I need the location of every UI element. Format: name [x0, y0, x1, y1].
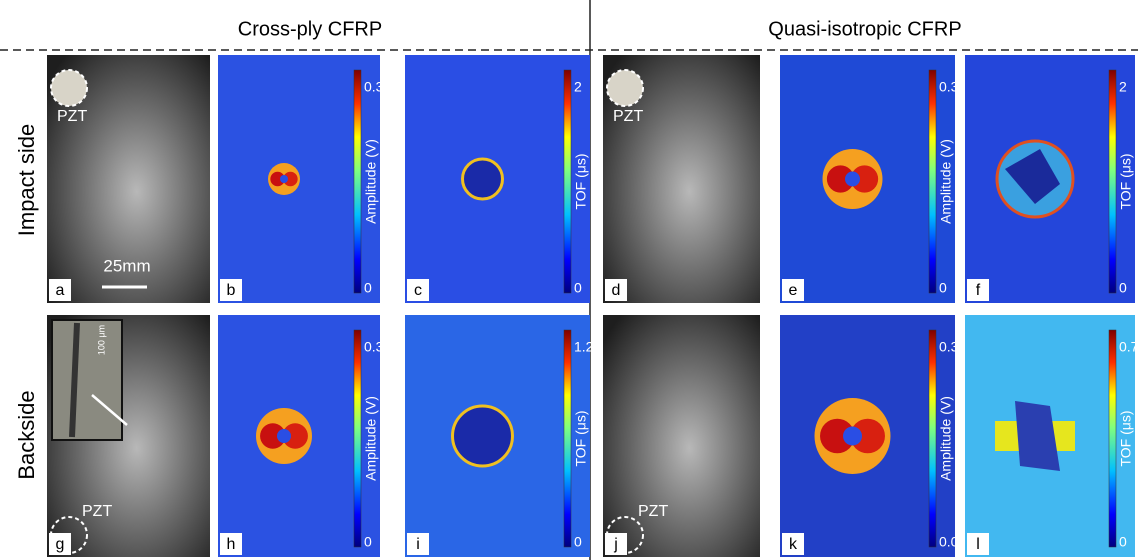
damage — [277, 429, 291, 443]
scale-label: 25mm — [103, 256, 150, 275]
row-title: Backside — [14, 390, 39, 479]
pzt-label: PZT — [57, 108, 87, 125]
panel-letter: h — [227, 536, 236, 553]
panel: 2 0 TOF (μs) c — [405, 55, 590, 303]
colorbar-title: Amplitude (V) — [938, 396, 954, 481]
panel: 0.3 0 Amplitude (V) e — [780, 55, 959, 303]
damage — [463, 159, 503, 199]
colorbar-tick-label: 0 — [364, 534, 372, 550]
damage — [845, 172, 860, 187]
panel-letter: c — [414, 282, 422, 299]
panel-letter: b — [227, 282, 236, 299]
pzt-label: PZT — [82, 503, 112, 520]
column-title: Cross-ply CFRP — [238, 18, 382, 40]
pzt-label: PZT — [638, 503, 668, 520]
colorbar-tick-label: 2 — [574, 79, 582, 95]
panel: 0.3 0.04 Amplitude (V) k — [780, 315, 966, 557]
panel: 100 μm PZT g — [47, 315, 210, 557]
colorbar-tick-label: 0.3 — [364, 339, 384, 355]
colorbar — [929, 330, 936, 547]
colorbar — [354, 70, 361, 293]
panel: 0.7 0 TOF (μs) l — [965, 315, 1138, 557]
colorbar-tick-label: 0.3 — [364, 79, 384, 95]
colorbar-tick-label: 0 — [364, 280, 372, 296]
pzt-outline — [607, 70, 643, 106]
panel-letter: l — [976, 536, 980, 553]
colorbar-tick-label: 0.3 — [939, 339, 959, 355]
panel: PZT d — [603, 55, 760, 303]
colorbar-tick-label: 0.3 — [939, 79, 959, 95]
damage — [280, 175, 288, 183]
row-title: Impact side — [14, 124, 39, 237]
panel: 1.2 0 TOF (μs) i — [405, 315, 594, 557]
panel: 0.3 0 Amplitude (V) b — [218, 55, 384, 303]
colorbar — [1109, 330, 1116, 547]
colorbar-tick-label: 0 — [574, 534, 582, 550]
colorbar-tick-label: 0 — [1119, 534, 1127, 550]
column-title: Quasi-isotropic CFRP — [768, 18, 961, 40]
colorbar-title: Amplitude (V) — [363, 396, 379, 481]
inset-scale: 100 μm — [96, 325, 106, 355]
panel-letter: g — [56, 536, 65, 553]
panel-letter: d — [612, 282, 621, 299]
panel-letter: i — [416, 536, 420, 553]
colorbar-title: Amplitude (V) — [363, 139, 379, 224]
colorbar-title: TOF (μs) — [1118, 153, 1134, 209]
colorbar-tick-label: 0 — [939, 280, 947, 296]
colorbar — [564, 330, 571, 547]
panel-letter: a — [56, 282, 65, 299]
colorbar-tick-label: 0.7 — [1119, 339, 1138, 355]
panel: PZT 25mm a — [47, 55, 210, 303]
panel: 2 0 TOF (μs) f — [965, 55, 1135, 303]
colorbar — [354, 330, 361, 547]
panel-letter: e — [789, 282, 798, 299]
pzt-label: PZT — [613, 108, 643, 125]
panel: PZT j — [603, 315, 760, 557]
colorbar — [564, 70, 571, 293]
colorbar-tick-label: 1.2 — [574, 339, 594, 355]
figure: Cross-ply CFRP Quasi-isotropic CFRP Impa… — [0, 0, 1138, 560]
colorbar-title: TOF (μs) — [1118, 410, 1134, 466]
colorbar-tick-label: 2 — [1119, 79, 1127, 95]
panel: 0.3 0 Amplitude (V) h — [218, 315, 384, 557]
colorbar-tick-label: 0 — [1119, 280, 1127, 296]
micro-inset — [52, 320, 122, 440]
colorbar — [1109, 70, 1116, 293]
panel-letter: j — [613, 536, 618, 553]
damage — [843, 427, 862, 446]
colorbar-tick-label: 0.04 — [939, 534, 966, 550]
photo-image — [603, 315, 760, 557]
colorbar-tick-label: 0 — [574, 280, 582, 296]
colorbar-title: TOF (μs) — [573, 410, 589, 466]
colorbar-title: TOF (μs) — [573, 153, 589, 209]
pzt-outline — [51, 70, 87, 106]
colorbar-title: Amplitude (V) — [938, 139, 954, 224]
panel-letter: k — [789, 536, 798, 553]
colorbar — [929, 70, 936, 293]
panel-letter: f — [976, 282, 981, 299]
damage — [453, 406, 513, 466]
